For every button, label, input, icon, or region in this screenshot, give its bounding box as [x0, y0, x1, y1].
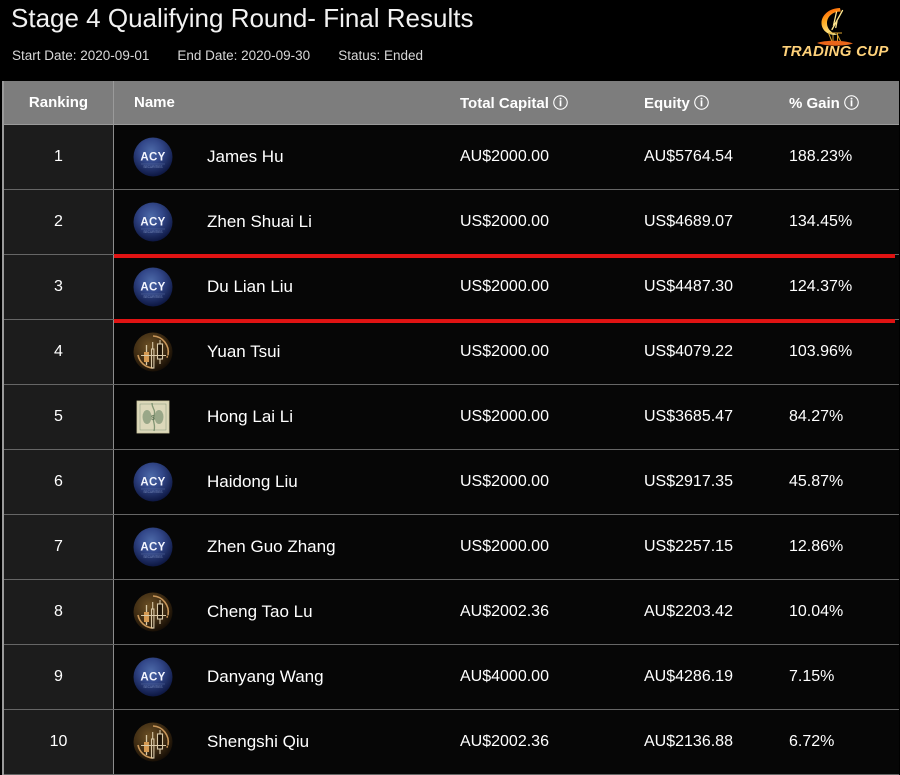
svg-text:SECURITIES: SECURITIES	[143, 685, 162, 689]
svg-text:ACY: ACY	[140, 152, 165, 164]
svg-text:ACY: ACY	[140, 477, 165, 489]
svg-text:SECURITIES: SECURITIES	[143, 165, 162, 169]
svg-text:ACY: ACY	[140, 282, 165, 294]
svg-text:$: $	[151, 415, 155, 422]
svg-text:SECURITIES: SECURITIES	[143, 295, 162, 299]
svg-text:ACY: ACY	[140, 542, 165, 554]
svg-text:SECURITIES: SECURITIES	[143, 490, 162, 494]
svg-text:SECURITIES: SECURITIES	[143, 230, 162, 234]
svg-text:SECURITIES: SECURITIES	[143, 555, 162, 559]
svg-text:ACY: ACY	[140, 672, 165, 684]
svg-text:ACY: ACY	[140, 217, 165, 229]
